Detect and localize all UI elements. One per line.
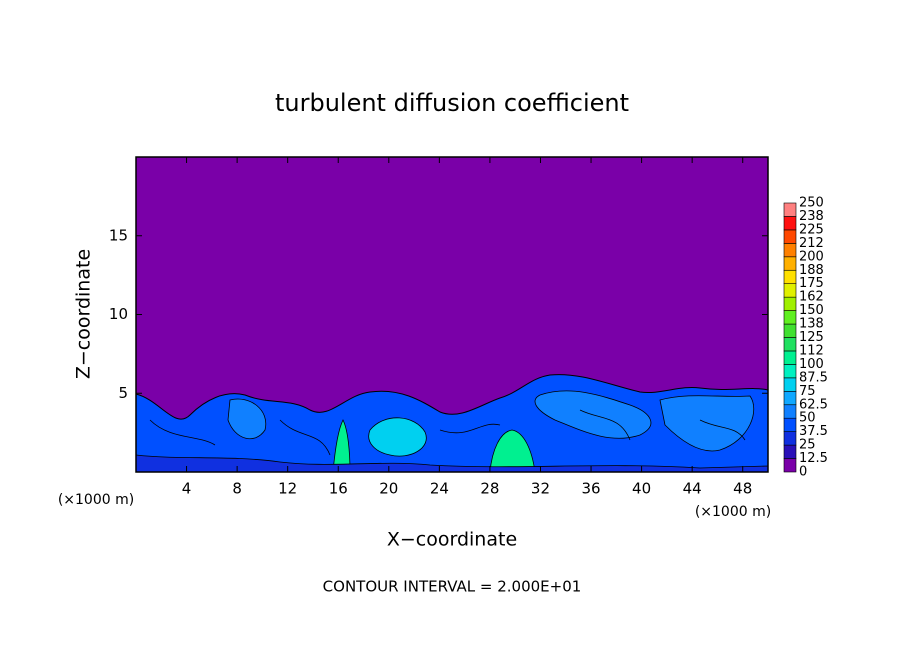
colorbar-label: 100 [799, 357, 824, 372]
x-tick-label: 20 [379, 480, 398, 498]
contour-line [149, 409, 746, 456]
x-axis-label: X−coordinate [387, 529, 517, 551]
x-tick-label: 16 [329, 480, 348, 498]
chart-title: turbulent diffusion coefficient [275, 89, 629, 117]
colorbar-cell [783, 243, 797, 258]
colorbar-label: 200 [799, 249, 824, 264]
colorbar-cell [783, 269, 797, 284]
y-axis-label: Z−coordinate [73, 249, 95, 379]
field-region [135, 454, 769, 473]
colorbar-label: 188 [799, 263, 824, 278]
colorbar-cell [783, 444, 797, 459]
colorbar-cell [783, 337, 797, 352]
colorbar-label: 138 [799, 317, 824, 332]
colorbar-label: 37.5 [799, 424, 828, 439]
colorbar-label: 87.5 [799, 370, 828, 385]
colorbar-label: 12.5 [799, 451, 828, 466]
colorbar-cell [783, 323, 797, 338]
colorbar-label: 162 [799, 290, 824, 305]
annotation: CONTOUR INTERVAL = 2.000E+01 [323, 578, 582, 596]
x-unit-label: (×1000 m) [58, 492, 134, 508]
colorbar-cell [783, 229, 797, 244]
x-unit-label: (×1000 m) [695, 504, 771, 520]
colorbar-label: 25 [799, 438, 816, 453]
y-tick-label: 5 [118, 384, 128, 402]
colorbar-cell [783, 256, 797, 271]
colorbar-cell [783, 458, 797, 473]
contour-field [135, 157, 769, 473]
x-tick-label: 28 [480, 480, 499, 498]
colorbar-cell [783, 431, 797, 446]
colorbar-cell [783, 390, 797, 406]
field-region [227, 390, 755, 452]
x-tick-label: 12 [278, 480, 297, 498]
colorbar-cell [783, 216, 797, 231]
x-tick-label: 40 [632, 480, 651, 498]
x-tick-label: 32 [531, 480, 550, 498]
x-tick-label: 48 [733, 480, 752, 498]
colorbar-cell [783, 364, 797, 379]
x-tick-label: 44 [683, 480, 702, 498]
colorbar-label: 250 [799, 196, 824, 211]
field-region [368, 417, 427, 457]
y-tick-label: 10 [109, 305, 128, 323]
colorbar-label: 75 [799, 384, 816, 399]
colorbar-label: 0 [799, 465, 807, 480]
colorbar-cell [783, 350, 797, 365]
colorbar-cell [783, 310, 797, 325]
colorbar-label: 225 [799, 222, 824, 237]
colorbar-label: 62.5 [799, 397, 828, 412]
colorbar-label: 212 [799, 236, 824, 251]
x-tick-label: 36 [581, 480, 600, 498]
colorbar-label: 150 [799, 303, 824, 318]
colorbar-label: 50 [799, 411, 816, 426]
colorbar-cell [783, 296, 797, 311]
x-tick-label: 8 [232, 480, 242, 498]
x-tick-label: 24 [430, 480, 449, 498]
colorbar-cell [783, 283, 797, 298]
colorbar-label: 112 [799, 343, 824, 358]
colorbar-label: 175 [799, 276, 824, 291]
colorbar-label: 125 [799, 330, 824, 345]
y-tick-label: 15 [109, 226, 128, 244]
colorbar-label: 238 [799, 209, 824, 224]
colorbar-cell [783, 202, 797, 217]
colorbar-cell [783, 377, 797, 392]
colorbar-cell [783, 404, 797, 419]
x-tick-label: 4 [182, 480, 192, 498]
colorbar-cell [783, 417, 797, 432]
